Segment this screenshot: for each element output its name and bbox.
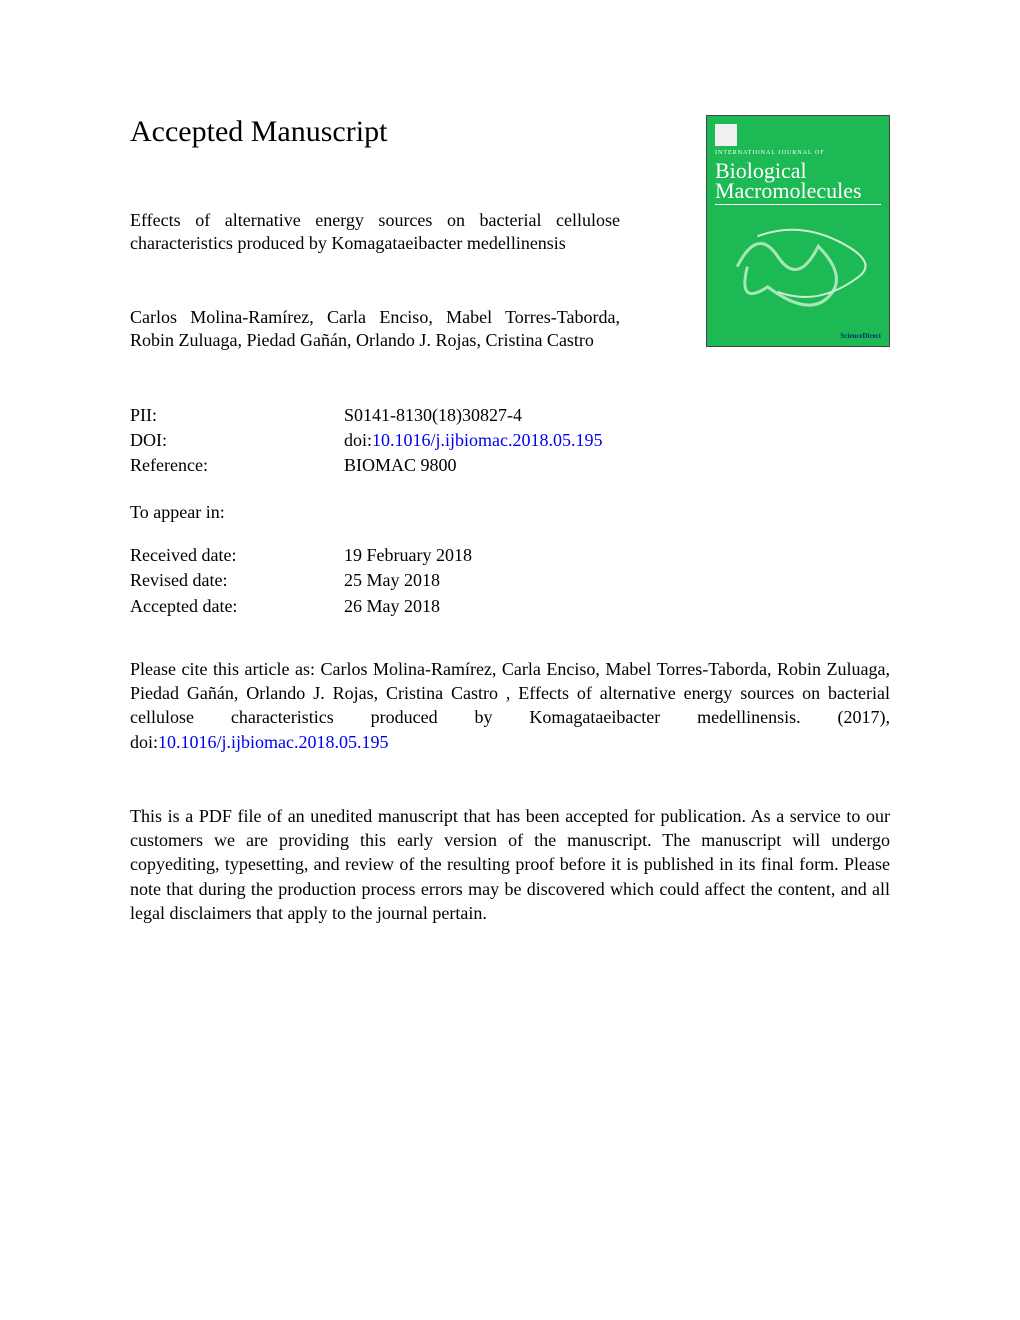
publisher-logo-icon: [715, 124, 737, 146]
doi-label: DOI:: [130, 428, 344, 453]
received-row: Received date: 19 February 2018: [130, 543, 890, 568]
accepted-label: Accepted date:: [130, 594, 344, 619]
accepted-row: Accepted date: 26 May 2018: [130, 594, 890, 619]
doi-value: doi:10.1016/j.ijbiomac.2018.05.195: [344, 428, 890, 453]
doi-link[interactable]: 10.1016/j.ijbiomac.2018.05.195: [372, 430, 602, 450]
accepted-value: 26 May 2018: [344, 594, 890, 619]
authors-list: Carlos Molina-Ramírez, Carla Enciso, Mab…: [130, 306, 620, 353]
accepted-manuscript-heading: Accepted Manuscript: [130, 115, 620, 149]
citation-text: Please cite this article as: Carlos Moli…: [130, 657, 890, 754]
metadata-table: PII: S0141-8130(18)30827-4 DOI: doi:10.1…: [130, 403, 890, 479]
journal-cover-thumbnail: INTERNATIONAL JOURNAL OF Biological Macr…: [706, 115, 890, 347]
received-value: 19 February 2018: [344, 543, 890, 568]
to-appear-in-label: To appear in:: [130, 502, 890, 523]
pii-row: PII: S0141-8130(18)30827-4: [130, 403, 890, 428]
doi-row: DOI: doi:10.1016/j.ijbiomac.2018.05.195: [130, 428, 890, 453]
reference-row: Reference: BIOMAC 9800: [130, 453, 890, 478]
received-label: Received date:: [130, 543, 344, 568]
cover-divider: [715, 204, 881, 205]
reference-value: BIOMAC 9800: [344, 453, 890, 478]
article-title: Effects of alternative energy sources on…: [130, 209, 620, 256]
citation-doi-link[interactable]: 10.1016/j.ijbiomac.2018.05.195: [158, 732, 388, 752]
cover-footer-text: ScienceDirect: [840, 332, 881, 340]
disclaimer-text: This is a PDF file of an unedited manusc…: [130, 804, 890, 925]
reference-label: Reference:: [130, 453, 344, 478]
journal-pretitle: INTERNATIONAL JOURNAL OF: [715, 150, 825, 156]
dates-table: Received date: 19 February 2018 Revised …: [130, 543, 890, 619]
pii-label: PII:: [130, 403, 344, 428]
pii-value: S0141-8130(18)30827-4: [344, 403, 890, 428]
revised-value: 25 May 2018: [344, 568, 890, 593]
journal-title-line2: Macromolecules: [715, 180, 862, 202]
doi-prefix: doi:: [344, 430, 372, 450]
cover-illustration-icon: [717, 216, 879, 317]
revised-label: Revised date:: [130, 568, 344, 593]
revised-row: Revised date: 25 May 2018: [130, 568, 890, 593]
